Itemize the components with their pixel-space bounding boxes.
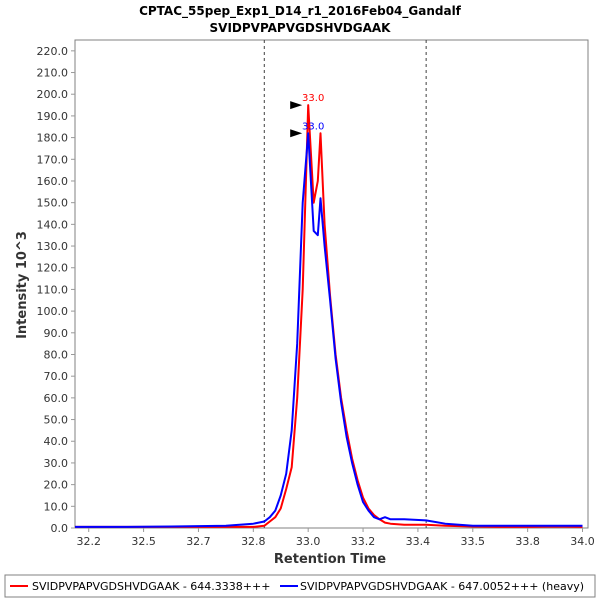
y-tick-label: 20.0 [44,479,69,492]
y-tick-label: 110.0 [37,283,69,296]
peak-arrow-icon [290,129,303,138]
y-tick-label: 90.0 [44,327,69,340]
y-tick-label: 60.0 [44,392,69,405]
peak-arrow-icon [290,101,303,110]
x-tick-label: 32.8 [241,535,266,548]
legend: SVIDPVPAPVGDSHVDGAAK - 644.3338+++ SVIDP… [4,574,596,598]
chart-subtitle: SVIDPVPAPVGDSHVDGAAK [210,21,392,35]
legend-box [4,574,596,598]
x-tick-label: 33.2 [351,535,376,548]
plot-area: 0.0 10.0 20.0 30.0 40.0 50.0 60.0 70.0 80.0 90.0 1… [37,39,595,548]
y-tick-label: 120.0 [37,262,69,275]
x-tick-label: 33.0 [296,535,321,548]
series-line-light [75,104,583,528]
x-tick-label: 32.7 [186,535,211,548]
x-tick-label: 33.5 [461,535,486,548]
y-tick-label: 130.0 [37,240,69,253]
plot-frame [74,39,589,529]
y-tick-label: 80.0 [44,348,69,361]
y-tick-label: 0.0 [51,522,69,535]
x-tick-label: 34.0 [570,535,595,548]
y-tick-label: 100.0 [37,305,69,318]
y-tick-label: 190.0 [37,110,69,123]
x-axis-label: Retention Time [274,552,386,567]
y-tick-label: 180.0 [37,132,69,145]
legend-entry-heavy: SVIDPVPAPVGDSHVDGAAK - 647.0052+++ (heav… [300,580,584,593]
y-tick-label: 170.0 [37,153,69,166]
y-tick-label: 220.0 [37,45,69,58]
x-tick-label: 33.4 [406,535,431,548]
y-tick-label: 160.0 [37,175,69,188]
x-tick-label: 33.8 [515,535,540,548]
y-tick-label: 50.0 [44,414,69,427]
series-line-heavy [75,132,583,528]
legend-entry-light: SVIDPVPAPVGDSHVDGAAK - 644.3338+++ [32,580,270,593]
y-tick-label: 200.0 [37,88,69,101]
chart-title: CPTAC_55pep_Exp1_D14_r1_2016Feb04_Gandal… [139,4,462,19]
peak-label-light: 33.0 [302,93,324,104]
x-tick-label: 32.2 [76,535,101,548]
y-tick-label: 10.0 [44,500,69,513]
y-tick-label: 150.0 [37,197,69,210]
y-axis-label: Intensity 10^3 [15,231,30,339]
peak-label-heavy: 33.0 [302,121,324,132]
x-tick-label: 32.5 [131,535,156,548]
y-tick-label: 140.0 [37,218,69,231]
y-tick-label: 30.0 [44,457,69,470]
y-tick-label: 210.0 [37,67,69,80]
y-tick-label: 70.0 [44,370,69,383]
y-tick-label: 40.0 [44,435,69,448]
